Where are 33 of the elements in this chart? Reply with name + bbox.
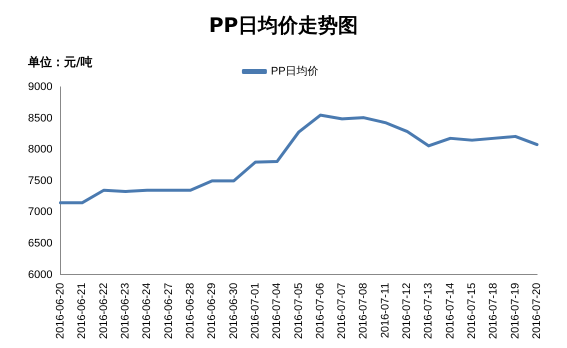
x-tick-label: 2016-07-05 — [292, 282, 305, 340]
x-tick-label: 2016-07-15 — [466, 282, 478, 340]
x-tick-label: 2016-07-14 — [444, 282, 456, 340]
y-tick-label: 6000 — [28, 268, 52, 281]
x-tick-label: 2016-07-19 — [509, 282, 522, 340]
x-tick-label: 2016-07-08 — [358, 282, 370, 340]
y-tick-label: 8500 — [28, 112, 52, 124]
x-tick-label: 2016-06-23 — [119, 282, 132, 340]
y-tick-label: 7500 — [28, 174, 52, 187]
x-tick-label: 2016-06-29 — [206, 282, 218, 340]
x-tick-label: 2016-06-28 — [184, 282, 196, 340]
x-tick-label: 2016-06-22 — [98, 282, 110, 340]
y-tick-label: 9000 — [28, 81, 52, 94]
x-tick-label: 2016-06-21 — [76, 282, 88, 340]
y-axis-title: 单位：元/吨 — [28, 54, 92, 71]
x-tick-label: 2016-06-27 — [162, 282, 175, 340]
chart-title: PP日均价走势图 — [208, 12, 360, 39]
x-tick-label: 2016-07-04 — [271, 282, 284, 340]
x-tick-label: 2016-07-13 — [422, 282, 435, 340]
legend-label: PP日均价 — [270, 66, 319, 78]
x-tick-label: 2016-07-20 — [531, 282, 544, 340]
x-tick-label: 2016-07-07 — [336, 282, 348, 340]
x-tick-label: 2016-07-01 — [249, 282, 262, 340]
y-tick-label: 7000 — [28, 206, 52, 218]
y-tick-label: 8000 — [28, 144, 52, 156]
x-tick-label: 2016-07-12 — [401, 282, 414, 340]
x-tick-label: 2016-07-06 — [314, 282, 326, 340]
x-tick-label: 2016-06-30 — [228, 282, 240, 340]
x-tick-label: 2016-06-24 — [141, 282, 154, 340]
x-tick-label: 2016-07-11 — [379, 282, 392, 338]
x-tick-label: 2016-06-20 — [54, 282, 66, 340]
y-tick-label: 6500 — [28, 237, 52, 250]
x-tick-label: 2016-07-18 — [488, 282, 500, 340]
